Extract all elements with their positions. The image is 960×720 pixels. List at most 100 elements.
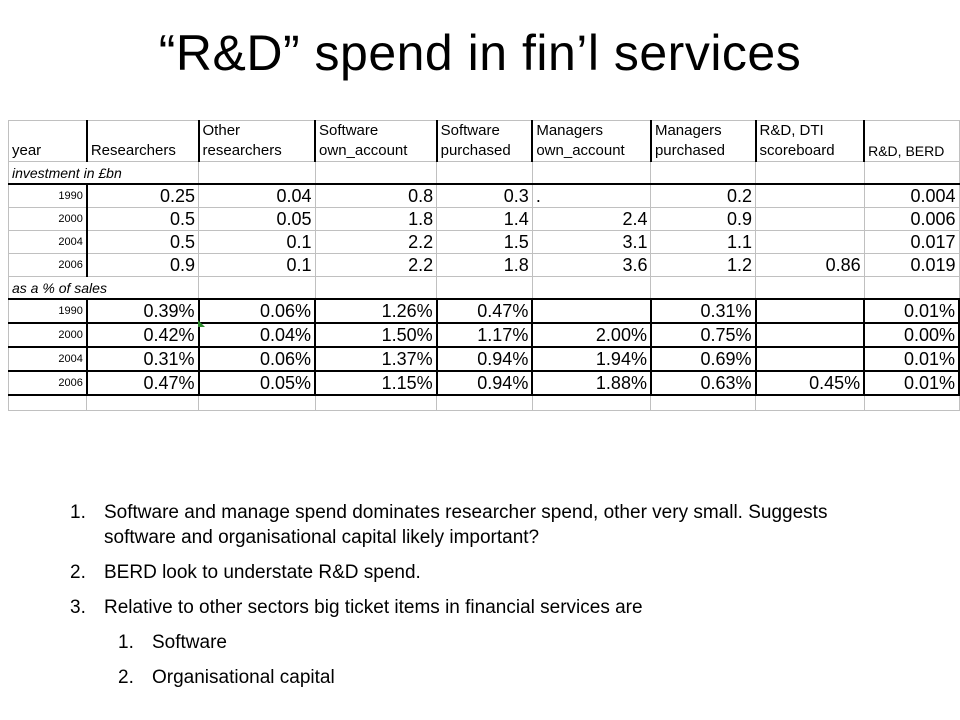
year-cell: 2000: [7, 322, 88, 348]
header-managers-purchased: Managers purchased: [649, 120, 757, 162]
value-cell: 0.2: [650, 183, 757, 208]
table-row: 2004 0.31% 0.06% 1.37% 0.94% 1.94% 0.69% 0.01%: [7, 346, 960, 372]
value-cell: 1.8: [314, 207, 438, 231]
year-cell: 2006: [7, 370, 88, 396]
value-cell: 0.01%: [863, 298, 960, 324]
value-cell: 0.004: [863, 183, 960, 208]
value-cell: .: [531, 183, 652, 208]
value-cell: 3.6: [531, 253, 652, 277]
value-cell: 1.2: [650, 253, 757, 277]
year-cell: 2006: [7, 253, 88, 277]
value-cell: 0.3: [436, 183, 533, 208]
table-row: 2006 0.47% 0.05% 1.15% 0.94% 1.88% 0.63% 0.45% 0…: [7, 370, 960, 396]
value-cell: [755, 183, 865, 208]
value-cell: 0.75%: [650, 322, 757, 348]
subnote-text: Organisational capital: [152, 667, 335, 688]
note-text: BERD look to understate R&D spend.: [104, 562, 421, 583]
cell-comment-marker: [198, 320, 205, 327]
value-cell: 0.5: [86, 230, 200, 254]
year-cell: 1990: [7, 183, 88, 208]
table-row: 2004 0.5 0.1 2.2 1.5 3.1 1.1 0.017: [7, 230, 960, 254]
value-cell: 0.01%: [863, 346, 960, 372]
year-cell: 2004: [7, 230, 88, 254]
value-cell: 0.31%: [86, 346, 200, 372]
value-cell: 2.2: [314, 230, 438, 254]
subnote-item-2: 2. Organisational capital: [118, 665, 870, 690]
note-number: 2.: [70, 562, 86, 583]
header-berd: R&D, BERD: [863, 120, 960, 162]
value-cell: 1.17%: [436, 322, 534, 348]
value-cell: 1.37%: [314, 346, 438, 372]
table-row: 2006 0.9 0.1 2.2 1.8 3.6 1.2 0.86 0.019: [7, 253, 960, 277]
note-number: 3.: [70, 597, 86, 618]
note-item-1: 1. Software and manage spend dominates r…: [70, 500, 870, 550]
value-cell: [755, 207, 865, 231]
section-row-percent: as a % of sales: [7, 276, 960, 300]
value-cell: 1.4: [436, 207, 533, 231]
notes-list: 1. Software and manage spend dominates r…: [70, 500, 870, 700]
value-cell: [755, 346, 866, 372]
note-item-2: 2. BERD look to understate R&D spend.: [70, 560, 870, 585]
header-other-researchers: Other researchers: [197, 120, 316, 162]
subnote-number: 2.: [118, 667, 134, 688]
value-cell: 0.006: [863, 207, 960, 231]
year-cell: 2004: [7, 346, 88, 372]
value-cell: [755, 230, 865, 254]
value-cell: 0.9: [650, 207, 757, 231]
value-cell: 1.50%: [314, 322, 438, 348]
value-cell: 2.4: [531, 207, 652, 231]
value-cell: 0.39%: [86, 298, 200, 324]
subnote-number: 1.: [118, 632, 134, 653]
value-cell: [531, 298, 652, 324]
value-cell: 1.94%: [531, 346, 652, 372]
value-cell: 1.15%: [314, 370, 438, 396]
value-cell: [755, 298, 866, 324]
subnote-item-1: 1. Software: [118, 630, 870, 655]
data-table: year Researchers Other researchers Softw…: [7, 120, 960, 411]
year-cell: 1990: [7, 298, 88, 324]
note-text: Relative to other sectors big ticket ite…: [104, 597, 643, 618]
value-cell: [755, 322, 866, 348]
value-cell: 0.63%: [650, 370, 757, 396]
header-managers-own: Managers own_account: [531, 120, 652, 162]
value-cell: 0.42%: [86, 322, 200, 348]
value-cell: 0.05%: [198, 370, 317, 396]
value-cell: 1.88%: [531, 370, 652, 396]
value-cell: 0.06%: [198, 298, 317, 324]
section-row-investment: investment in £bn: [7, 161, 960, 185]
subnote-text: Software: [152, 632, 227, 653]
value-cell: 0.31%: [650, 298, 757, 324]
value-cell: 0.25: [86, 183, 200, 208]
header-year: year: [7, 120, 88, 162]
header-researchers: Researchers: [85, 120, 200, 162]
note-text: Software and manage spend dominates rese…: [104, 502, 828, 548]
value-cell: 0.1: [198, 253, 316, 277]
value-cell: 2.2: [314, 253, 438, 277]
value-cell: 0.47%: [436, 298, 534, 324]
table-row: 1990 0.39% 0.06% 1.26% 0.47% 0.31% 0.01%: [7, 298, 960, 324]
value-cell: 0.5: [86, 207, 200, 231]
value-cell: 0.86: [755, 253, 865, 277]
value-cell: 0.06%: [198, 346, 317, 372]
value-cell: 1.1: [650, 230, 757, 254]
header-software-own: Software own_account: [314, 120, 438, 162]
header-dti-scoreboard: R&D, DTI scoreboard: [754, 120, 865, 162]
value-cell: 0.94%: [436, 346, 534, 372]
value-cell: 0.45%: [755, 370, 866, 396]
section2-body: 1990 0.39% 0.06% 1.26% 0.47% 0.31% 0.01% 2000 0.…: [7, 298, 960, 396]
slide-title: “R&D” spend in fin’l services: [158, 25, 802, 81]
value-cell: 3.1: [531, 230, 652, 254]
value-cell: 0.47%: [86, 370, 200, 396]
section-label-investment: investment in £bn: [7, 161, 200, 185]
value-cell: 1.5: [436, 230, 533, 254]
table-row: 2000 0.5 0.05 1.8 1.4 2.4 0.9 0.006: [7, 207, 960, 231]
section-label-percent: as a % of sales: [7, 276, 200, 300]
value-cell: 0.019: [863, 253, 960, 277]
table-row: 1990 0.25 0.04 0.8 0.3. 0.2 0.004: [7, 183, 960, 208]
value-cell: 0.017: [863, 230, 960, 254]
empty-row: [7, 394, 960, 411]
value-cell: 0.01%: [863, 370, 960, 396]
value-cell: 0.9: [86, 253, 200, 277]
note-number: 1.: [70, 502, 86, 523]
value-cell: 0.69%: [650, 346, 757, 372]
